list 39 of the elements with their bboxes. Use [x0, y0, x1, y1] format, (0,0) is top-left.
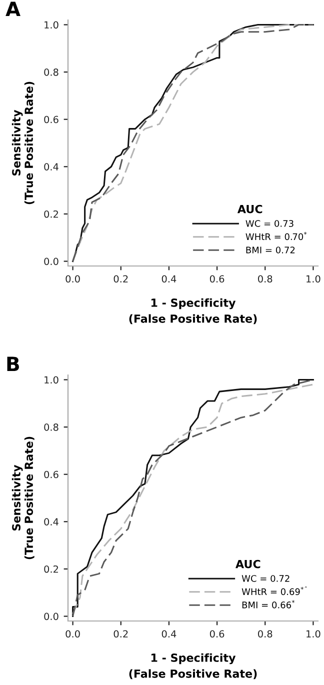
x-axis-title: 1 - Specificity (False Positive Rate): [129, 298, 257, 324]
legend-label: BMI = 0.72: [246, 246, 295, 254]
y-tick-label: 0.4: [44, 163, 58, 170]
y-tick-label: 0.4: [44, 518, 58, 526]
legend-title: AUC: [237, 204, 262, 214]
y-tick-label: 0.0: [44, 258, 58, 266]
x-tick-label: 0.4: [162, 630, 176, 638]
x-tick-label: 0.0: [66, 630, 80, 638]
legend-label: WC = 0.73: [246, 220, 294, 227]
legend-label: WHtR = 0.69$^{*ˆ}$: [242, 586, 307, 596]
chart-title: A: [6, 2, 20, 16]
y-tick-label: 0.2: [44, 565, 58, 573]
legend-label: BMI = 0.66$^{*}$: [242, 600, 295, 608]
y-tick-label: 1.0: [44, 21, 58, 29]
y-tick-label: 0.8: [44, 424, 58, 431]
y-tick-label: 0.6: [44, 116, 58, 124]
legend-title: AUC: [236, 560, 260, 568]
y-tick-label: 1.0: [44, 376, 58, 384]
line-series: [72, 24, 314, 262]
x-axis-title: 1 - Specificity (False Positive Rate): [129, 653, 257, 680]
x-tick-label: 0.2: [114, 630, 128, 638]
x-tick-label: 1.0: [306, 630, 320, 638]
x-tick-label: 0.8: [258, 630, 272, 638]
chart-title: B: [7, 356, 19, 371]
x-tick-label: 0.8: [258, 275, 272, 283]
y-axis-title: Sensitivity (True Positive Rate): [12, 82, 34, 204]
y-tick-label: 0.2: [44, 210, 58, 218]
legend-label: WC = 0.72: [242, 575, 290, 582]
x-tick-label: 0.6: [210, 630, 224, 638]
x-tick-label: 0.2: [114, 275, 128, 283]
legend-label: WHtR = 0.70$^{*}$: [246, 232, 307, 240]
x-tick-label: 1.0: [306, 275, 320, 283]
y-tick-label: 0.6: [44, 470, 58, 478]
x-tick-label: 0.0: [66, 275, 80, 283]
y-tick-label: 0.8: [44, 68, 58, 76]
y-axis-title: Sensitivity (True Positive Rate): [12, 436, 34, 560]
x-tick-label: 0.6: [210, 275, 224, 283]
y-tick-label: 0.0: [44, 612, 58, 620]
x-tick-label: 0.4: [162, 275, 176, 283]
